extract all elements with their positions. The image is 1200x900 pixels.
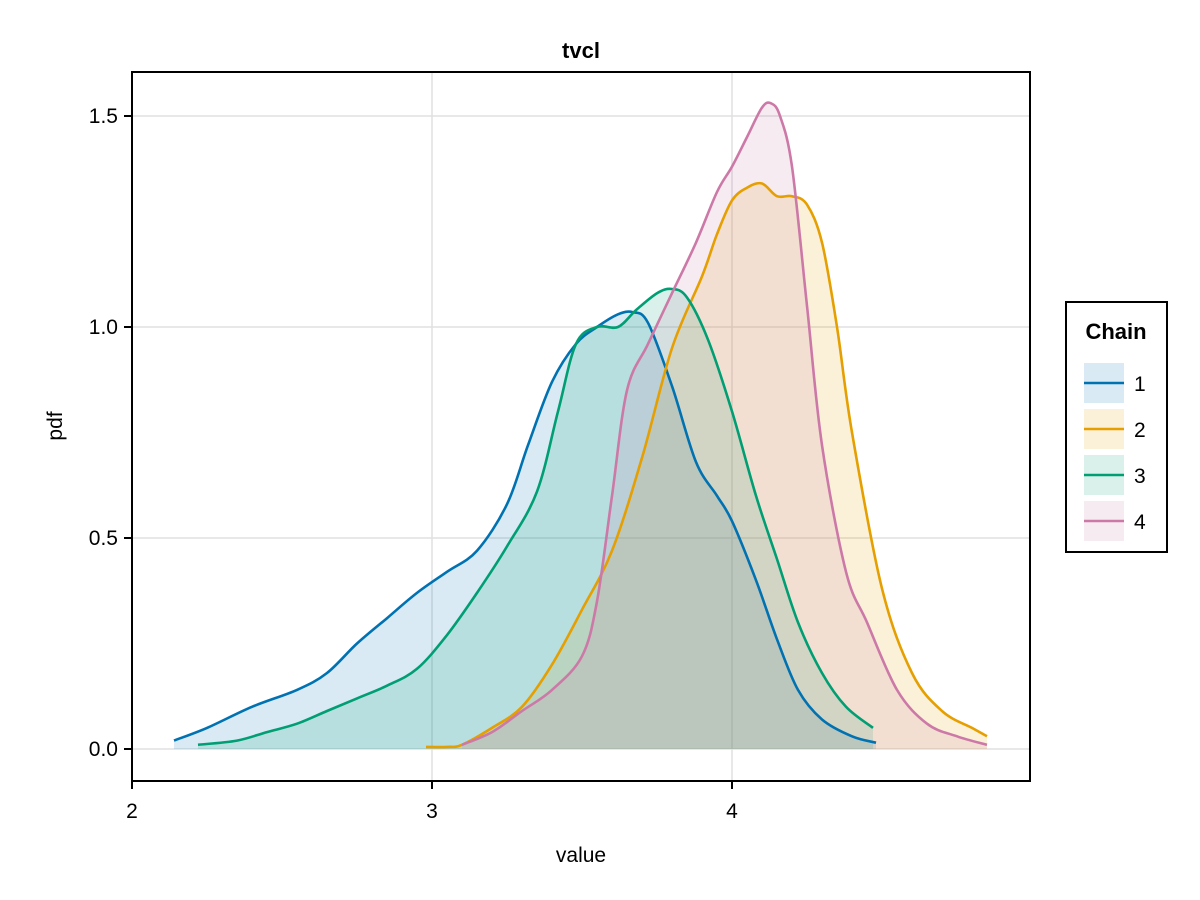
legend-label-chain-3: 3 xyxy=(1134,465,1146,488)
legend-items: 1 2 3 4 xyxy=(1084,363,1146,541)
y-tick-label: 1.0 xyxy=(89,316,118,339)
x-axis-ticks: 2 3 4 xyxy=(126,781,738,823)
plot-frame xyxy=(131,71,1031,782)
legend-box xyxy=(1065,301,1168,553)
plot-area xyxy=(132,72,1030,781)
density-fill-chain-2 xyxy=(426,183,987,749)
legend-label-chain-4: 4 xyxy=(1134,511,1146,534)
density-fills xyxy=(174,102,987,750)
x-tick-label: 3 xyxy=(426,800,438,823)
density-line-chain-3 xyxy=(197,287,874,747)
y-axis-ticks: 0.0 0.5 1.0 1.5 xyxy=(89,105,132,761)
gridlines xyxy=(132,72,1030,781)
legend: Chain 1 2 3 4 xyxy=(1065,301,1168,553)
x-tick-label: 4 xyxy=(726,800,738,823)
density-fill-chain-1 xyxy=(174,311,876,749)
legend-title: Chain xyxy=(1085,319,1146,344)
y-tick-label: 1.5 xyxy=(89,105,118,128)
density-line-chain-2 xyxy=(425,181,988,749)
y-tick-label: 0.0 xyxy=(89,738,118,761)
density-lines xyxy=(173,101,988,749)
density-fill-chain-4 xyxy=(462,102,987,750)
y-axis-label: pdf xyxy=(44,411,67,440)
x-tick-label: 2 xyxy=(126,800,138,823)
legend-label-chain-2: 2 xyxy=(1134,419,1146,442)
legend-label-chain-1: 1 xyxy=(1134,373,1146,396)
y-tick-label: 0.5 xyxy=(89,527,118,550)
chart-title: tvcl xyxy=(562,38,600,63)
density-line-chain-4 xyxy=(461,101,988,747)
density-fill-chain-3 xyxy=(198,288,873,749)
x-axis-label: value xyxy=(556,844,606,867)
density-line-chain-1 xyxy=(173,310,877,744)
